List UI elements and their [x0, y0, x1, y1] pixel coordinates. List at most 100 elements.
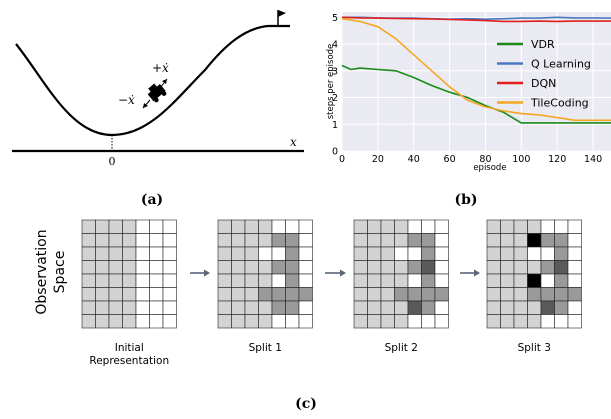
grid-cell — [271, 246, 286, 261]
minus-velocity-label: −ẋ — [118, 93, 135, 107]
grid-cell — [217, 273, 232, 288]
grid-cell — [486, 287, 501, 302]
grid-cell — [380, 300, 395, 315]
grid-cell — [135, 273, 150, 288]
panel-a: 0 x +ẋ −ẋ (a) — [12, 10, 304, 208]
grid-cell — [149, 260, 164, 275]
grid-label: Split 3 — [518, 342, 551, 354]
grid-cell — [500, 287, 515, 302]
grid-cell — [244, 233, 259, 248]
minus-arrow-head — [143, 103, 148, 108]
grid-cell — [367, 287, 382, 302]
grid-cell — [554, 314, 569, 329]
panel-b-chart: 0 1 2 3 4 5 0 20 40 60 80 100 120 140 steps per episo… — [326, 12, 611, 208]
grid-cell — [258, 287, 273, 302]
grid-cell — [380, 233, 395, 248]
grid-label: Split 2 — [385, 342, 418, 354]
grid-cell — [421, 287, 436, 302]
grid-cell — [421, 246, 436, 261]
grid-cell — [81, 233, 96, 248]
panel-a-caption: (a) — [141, 192, 163, 208]
grid-cell — [394, 314, 409, 329]
car-icon — [147, 83, 167, 103]
grid-cell — [122, 219, 137, 234]
grid-cell — [231, 260, 246, 275]
grid-cell — [421, 300, 436, 315]
grid-cell — [567, 233, 582, 248]
origin-label: 0 — [109, 155, 116, 168]
grid-cell — [271, 314, 286, 329]
arrow-head — [474, 269, 480, 277]
grid-cell — [81, 300, 96, 315]
legend-label: DQN — [531, 77, 556, 90]
grid-cell — [567, 273, 582, 288]
grid-cell — [162, 300, 177, 315]
grid-cell — [407, 219, 422, 234]
grid-cell — [554, 273, 569, 288]
grid-cell — [162, 246, 177, 261]
grid-cell — [217, 246, 232, 261]
grid-cell — [513, 287, 528, 302]
grid-cell — [486, 246, 501, 261]
grid-cell — [380, 260, 395, 275]
grid-cell — [122, 273, 137, 288]
legend-label: Q Learning — [531, 58, 591, 71]
series-line-vdr — [341, 64, 611, 124]
legend-label: TileCoding — [530, 97, 589, 110]
split-arrows — [190, 269, 480, 277]
grid-cell — [554, 287, 569, 302]
grid-cell — [527, 287, 542, 302]
grid-cell — [407, 314, 422, 329]
series-line-dqn — [341, 16, 611, 23]
grid-cell — [285, 219, 300, 234]
y-tick-label: 4 — [332, 40, 338, 51]
grid-cell — [271, 300, 286, 315]
grid-cell — [540, 219, 555, 234]
grid-cell — [434, 314, 449, 329]
grid-cell — [434, 233, 449, 248]
grid-cell — [298, 273, 313, 288]
grid-cell — [149, 219, 164, 234]
grid-cell — [135, 219, 150, 234]
grid-cell — [285, 314, 300, 329]
grid-cell — [122, 314, 137, 329]
grid-cell — [162, 233, 177, 248]
grid-cell — [554, 260, 569, 275]
grid-cell — [108, 233, 123, 248]
grid-cell — [135, 233, 150, 248]
grid-cell — [367, 273, 382, 288]
grid-cell — [353, 219, 368, 234]
grid-cell — [95, 233, 110, 248]
grid-cell — [434, 219, 449, 234]
grid-cell — [353, 287, 368, 302]
grid-cell — [258, 246, 273, 261]
x-axis-label: episode — [473, 163, 506, 173]
grid-cell — [217, 314, 232, 329]
grid-cell — [407, 273, 422, 288]
grid-cell — [380, 273, 395, 288]
grid-cell — [244, 219, 259, 234]
series-lines — [341, 16, 611, 124]
grid-cell — [231, 246, 246, 261]
grid-cell — [285, 273, 300, 288]
grid-cell — [231, 273, 246, 288]
grid-cell — [486, 314, 501, 329]
grid-cell — [421, 219, 436, 234]
grid-cell — [500, 300, 515, 315]
grid-cell — [554, 233, 569, 248]
grid-cell — [540, 260, 555, 275]
grid-label: Initial — [115, 342, 144, 354]
grid-cell — [135, 287, 150, 302]
arrow-head — [204, 269, 210, 277]
grid-cell — [217, 260, 232, 275]
grid-cell — [217, 219, 232, 234]
grid-cell — [162, 219, 177, 234]
grid-cell — [540, 287, 555, 302]
grid-cell — [567, 260, 582, 275]
grid-cell — [500, 273, 515, 288]
grid-cell — [540, 314, 555, 329]
grid-cell — [486, 273, 501, 288]
